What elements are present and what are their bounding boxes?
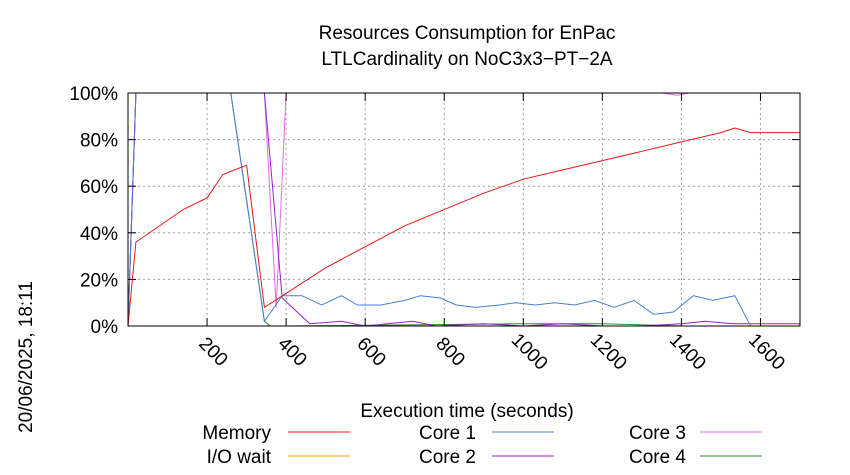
timestamp-label: 20/06/2025, 18:11 [16, 281, 37, 433]
series-line-core-2 [127, 92, 800, 327]
y-tick-label: 60% [80, 177, 118, 198]
x-tick-label: 400 [273, 333, 310, 370]
y-tick-label: 100% [69, 84, 118, 105]
chart-title-line-1: Resources Consumption for EnPac [319, 23, 616, 44]
x-axis-ticks: 200 400 600 800 1000 1200 1400 1600 [194, 93, 789, 375]
y-tick-label: 20% [80, 270, 118, 291]
legend-label: I/O wait [207, 447, 272, 468]
x-axis-label: Execution time (seconds) [360, 401, 573, 422]
legend-label: Core 3 [629, 423, 686, 444]
plot-frame [127, 92, 801, 327]
x-tick-label: 1400 [665, 330, 710, 375]
series-line-core-3 [127, 92, 800, 327]
series-lines [127, 92, 800, 327]
x-tick-label: 1000 [507, 330, 552, 375]
series-line-memory [127, 127, 800, 327]
legend-label: Core 4 [629, 447, 686, 468]
legend-label: Memory [202, 423, 271, 444]
grid [128, 93, 800, 326]
legend-label: Core 2 [419, 447, 476, 468]
series-line-core-1 [127, 92, 800, 327]
legend-label: Core 1 [419, 423, 476, 444]
series-line-core-4 [127, 92, 800, 327]
x-tick-label: 800 [431, 333, 468, 370]
x-tick-label: 200 [194, 333, 231, 370]
x-tick-label: 1200 [586, 330, 631, 375]
y-tick-label: 80% [80, 131, 118, 152]
legend: Memory I/O wait Core 1 Core 2 Core 3 Core 4 [202, 423, 762, 468]
x-tick-label: 600 [352, 333, 389, 370]
x-tick-label: 1600 [744, 330, 789, 375]
y-tick-label: 0% [91, 317, 119, 338]
chart-title-line-2: LTLCardinality on NoC3x3−PT−2A [321, 49, 612, 70]
y-axis-ticks: 0% 20% 40% 60% 80% 100% [69, 84, 800, 338]
y-tick-label: 40% [80, 224, 118, 245]
